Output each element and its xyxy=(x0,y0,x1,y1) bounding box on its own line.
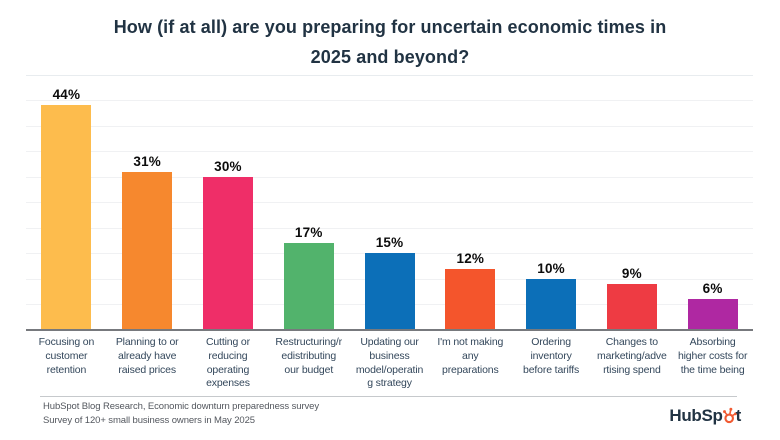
x-axis-tick-label: Focusing on customer retention xyxy=(38,336,95,376)
bar-column: 31% xyxy=(107,154,188,330)
title-divider xyxy=(26,75,753,76)
x-axis-line xyxy=(26,329,753,331)
bar-column: 44% xyxy=(26,87,107,330)
bar-value-label: 30% xyxy=(214,159,242,174)
bar-column: 30% xyxy=(188,159,269,330)
bars-row: 44% 31% 30% 17% 15% 12% 10% 9% 6% xyxy=(26,87,753,330)
x-axis-tick-label: I'm not making any preparations xyxy=(437,336,504,376)
x-axis-tick-label: Planning to or already have raised price… xyxy=(115,336,179,376)
bar-value-label: 12% xyxy=(456,251,485,266)
plot-area: 44% 31% 30% 17% 15% 12% 10% 9% 6% xyxy=(26,87,753,330)
bar xyxy=(445,269,496,330)
bar xyxy=(122,172,173,330)
bar xyxy=(606,284,657,330)
bar xyxy=(364,253,415,330)
bar-value-label: 10% xyxy=(537,261,565,276)
gridline xyxy=(26,177,753,178)
bar-column: 15% xyxy=(349,235,430,330)
source-line-1: HubSpot Blog Research, Economic downturn… xyxy=(43,401,319,412)
bar xyxy=(687,299,738,330)
logo-text-left: HubSp xyxy=(669,406,723,425)
x-axis-tick-label: Cutting or reducing operating expenses xyxy=(205,336,250,390)
gridline xyxy=(26,228,753,229)
x-axis-tick-label: Updating our business model/operatin g s… xyxy=(355,336,424,390)
bar-column: 10% xyxy=(511,261,592,330)
x-axis-labels: Focusing on customer retention Planning t… xyxy=(26,336,753,391)
footer-divider xyxy=(40,396,737,397)
gridline xyxy=(26,202,753,203)
x-axis-tick-label: Ordering inventory before tariffs xyxy=(523,336,580,376)
bar xyxy=(41,105,92,330)
bar-value-label: 6% xyxy=(702,281,723,296)
x-axis-tick-label: Absorbing higher costs for the time bein… xyxy=(677,336,748,376)
source-line-2: Survey of 120+ small business owners in … xyxy=(43,415,255,426)
bar-value-label: 31% xyxy=(133,154,161,169)
bar-value-label: 44% xyxy=(52,87,81,102)
hubspot-sprocket-icon xyxy=(722,407,737,425)
bar xyxy=(526,279,577,330)
gridline xyxy=(26,126,753,127)
bar-value-label: 17% xyxy=(294,225,323,240)
gridline xyxy=(26,151,753,152)
gridline xyxy=(26,100,753,101)
bar-column: 12% xyxy=(430,251,511,330)
bar-value-label: 15% xyxy=(375,235,404,250)
bar-column: 9% xyxy=(591,266,672,330)
bar xyxy=(202,177,253,330)
bar-value-label: 9% xyxy=(621,266,642,281)
x-axis-tick-label: Changes to marketing/adve rtising spend xyxy=(597,336,667,376)
hubspot-logo: HubSp t xyxy=(669,405,741,427)
x-axis-tick-label: Restructuring/r edistributing our budget xyxy=(275,336,343,376)
logo-text-right: t xyxy=(735,406,742,425)
bar xyxy=(283,243,334,330)
bar-column: 6% xyxy=(672,281,753,330)
chart-title: How (if at all) are you preparing for un… xyxy=(113,17,667,67)
bar-column: 17% xyxy=(268,225,349,330)
